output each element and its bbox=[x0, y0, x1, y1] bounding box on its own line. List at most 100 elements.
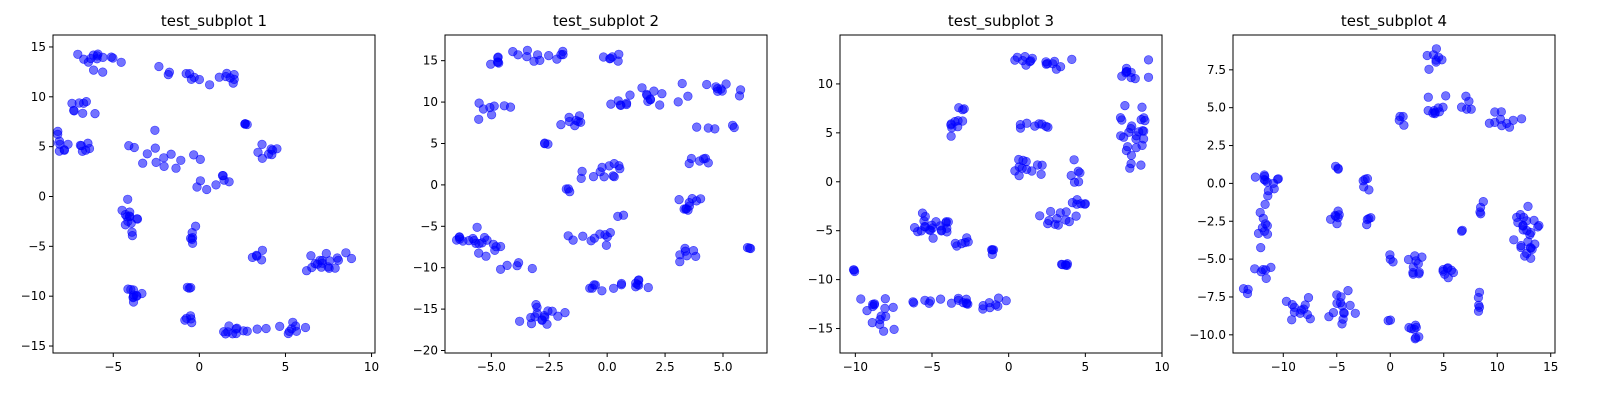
data-point bbox=[1350, 308, 1360, 318]
x-tick-label: −2.5 bbox=[535, 360, 564, 374]
data-point bbox=[607, 52, 617, 62]
data-point bbox=[166, 149, 176, 159]
data-point bbox=[727, 120, 738, 130]
y-tick-label: 5 bbox=[430, 136, 438, 150]
data-point bbox=[1399, 120, 1409, 130]
data-point bbox=[1339, 308, 1349, 318]
data-point bbox=[527, 263, 537, 274]
data-point bbox=[601, 240, 612, 250]
data-point bbox=[191, 221, 201, 231]
data-point bbox=[188, 238, 198, 248]
data-point bbox=[687, 194, 697, 204]
data-point bbox=[324, 263, 334, 273]
data-point bbox=[1260, 171, 1270, 181]
data-point bbox=[889, 324, 899, 335]
y-tick-label: −10.0 bbox=[1189, 328, 1226, 342]
data-point bbox=[993, 293, 1004, 303]
data-point bbox=[1438, 102, 1448, 112]
data-point bbox=[946, 131, 956, 141]
data-point bbox=[522, 51, 532, 62]
data-point bbox=[496, 264, 506, 274]
x-tick-label: 0 bbox=[196, 360, 204, 374]
data-point bbox=[150, 125, 160, 135]
data-point bbox=[1333, 213, 1343, 223]
data-point bbox=[616, 280, 627, 290]
data-point bbox=[880, 303, 890, 314]
data-point bbox=[953, 293, 964, 303]
data-point bbox=[1330, 161, 1341, 171]
data-point bbox=[1069, 155, 1079, 165]
data-point bbox=[1473, 306, 1484, 316]
data-point bbox=[1261, 273, 1271, 284]
data-point bbox=[88, 65, 99, 75]
data-point bbox=[597, 286, 607, 296]
data-point bbox=[683, 91, 693, 101]
data-point bbox=[677, 78, 687, 89]
x-tick-label: −10 bbox=[843, 360, 868, 374]
data-point bbox=[477, 238, 487, 248]
data-point bbox=[481, 251, 491, 261]
data-point bbox=[1032, 160, 1043, 170]
data-point bbox=[108, 53, 118, 63]
data-point bbox=[1073, 177, 1084, 187]
data-point bbox=[576, 173, 586, 183]
y-tick-label: 0 bbox=[430, 178, 438, 192]
data-point bbox=[195, 154, 205, 164]
data-point bbox=[181, 68, 191, 79]
data-point bbox=[928, 233, 938, 243]
y-tick-label: −15 bbox=[413, 302, 438, 316]
x-tick-label: 10 bbox=[1154, 360, 1169, 374]
data-point bbox=[614, 161, 624, 171]
data-point bbox=[556, 119, 566, 130]
data-point bbox=[543, 139, 553, 149]
y-tick-label: 10 bbox=[31, 90, 46, 104]
data-point bbox=[1018, 55, 1028, 66]
data-point bbox=[1125, 163, 1135, 173]
data-point bbox=[1431, 55, 1441, 65]
x-tick-label: 5 bbox=[1440, 360, 1448, 374]
data-point bbox=[1337, 319, 1347, 329]
x-tick-label: 10 bbox=[364, 360, 379, 374]
data-point bbox=[1035, 211, 1045, 221]
data-point bbox=[1411, 322, 1421, 333]
data-point bbox=[127, 227, 137, 237]
data-point bbox=[1120, 100, 1130, 111]
data-point bbox=[123, 194, 133, 204]
x-tick-label: 0.0 bbox=[598, 360, 617, 374]
data-point bbox=[1250, 172, 1260, 182]
data-point bbox=[186, 314, 196, 324]
data-point bbox=[1362, 220, 1372, 230]
data-point bbox=[452, 235, 462, 245]
data-point bbox=[909, 223, 920, 233]
data-point bbox=[935, 294, 946, 304]
data-point bbox=[176, 155, 186, 165]
data-point bbox=[79, 54, 89, 64]
data-point bbox=[195, 176, 205, 186]
y-tick-label: 10 bbox=[423, 95, 438, 109]
data-point bbox=[1523, 201, 1533, 211]
data-point bbox=[1066, 170, 1076, 181]
data-point bbox=[211, 180, 221, 190]
data-point bbox=[1343, 286, 1353, 296]
data-point bbox=[880, 294, 890, 304]
data-point bbox=[608, 283, 619, 293]
x-tick-label: 15 bbox=[1543, 360, 1558, 374]
y-tick-label: 7.5 bbox=[1207, 63, 1226, 77]
data-point bbox=[316, 262, 327, 272]
data-point bbox=[1043, 122, 1053, 132]
data-point bbox=[151, 157, 161, 167]
data-point bbox=[590, 280, 601, 290]
data-point bbox=[1062, 259, 1072, 269]
data-point bbox=[1010, 166, 1020, 176]
y-tick-label: −5.0 bbox=[1197, 252, 1226, 266]
data-point bbox=[909, 298, 919, 308]
data-point bbox=[1516, 114, 1527, 124]
data-point bbox=[1281, 296, 1291, 307]
data-point bbox=[561, 184, 571, 194]
data-point bbox=[1138, 134, 1149, 144]
data-point bbox=[1516, 242, 1526, 253]
data-point bbox=[695, 194, 706, 204]
data-point bbox=[1115, 113, 1126, 123]
data-point bbox=[1010, 55, 1020, 65]
